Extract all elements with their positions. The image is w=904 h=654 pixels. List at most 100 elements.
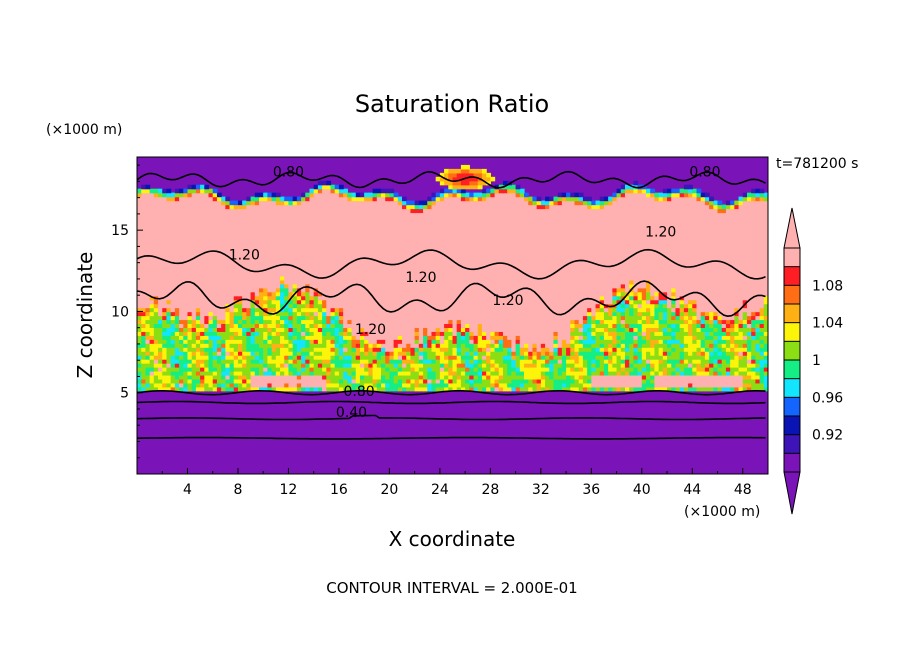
field-cell [158,335,163,340]
field-cell [187,382,193,388]
field-cell [486,331,491,336]
field-cell [473,331,479,336]
field-cell [334,319,340,325]
field-cell [646,291,651,297]
field-cell [675,315,681,321]
field-cell [380,367,386,372]
field-cell [759,299,765,305]
field-cell [662,359,668,364]
field-cell [162,335,168,340]
field-cell [599,335,605,340]
field-cell [725,386,731,392]
field-cell [402,319,407,325]
field-cell [309,279,315,285]
field-cell [481,363,487,368]
field-cell [700,374,706,380]
field-cell [490,287,496,293]
field-cell [229,299,235,305]
field-cell [284,287,290,293]
field-cell [709,275,714,281]
field-cell [688,295,693,301]
field-cell [490,260,496,265]
field-cell [191,374,197,380]
field-cell [561,271,567,277]
field-cell [229,351,235,356]
field-cell [654,291,660,297]
field-cell [763,331,768,336]
field-cell [137,303,142,309]
field-cell [250,378,256,384]
field-cell [641,363,647,368]
field-cell [216,260,222,265]
field-cell [620,303,626,309]
field-cell [389,267,395,273]
field-cell [452,327,458,332]
field-cell [524,283,529,289]
field-cell [469,303,475,309]
field-cell [683,299,689,305]
field-cell [755,335,761,340]
field-cell [545,319,550,325]
field-cell [322,260,327,265]
field-cell [153,374,159,380]
field-cell [713,295,719,301]
field-cell [406,287,412,293]
field-cell [549,303,555,309]
field-cell [216,295,222,301]
field-cell [397,291,403,297]
field-cell [511,319,517,325]
field-cell [330,267,336,273]
field-cell [200,331,205,336]
field-cell [208,367,214,372]
field-cell [187,327,193,332]
field-cell [347,355,353,360]
field-cell [725,315,731,321]
field-cell [603,347,609,352]
field-cell [557,378,563,384]
field-cell [355,335,361,340]
field-cell [258,351,264,356]
field-cell [221,311,226,317]
field-cell [212,359,218,364]
field-cell [393,291,399,297]
field-cell [519,327,525,332]
field-cell [355,315,361,321]
field-cell [267,283,273,289]
field-cell [250,335,256,340]
field-cell [359,307,365,313]
field-cell [137,331,142,336]
field-cell [452,382,458,388]
field-cell [557,263,563,269]
field-cell [595,378,601,384]
field-cell [469,315,475,321]
field-cell [473,355,479,360]
field-cell [515,263,521,269]
field-cell [351,367,357,372]
field-cell [258,299,264,305]
field-cell [507,267,512,273]
field-cell [721,327,727,332]
field-cell [183,370,189,376]
field-cell [423,307,428,313]
field-cell [326,283,332,289]
field-cell [751,315,756,321]
field-cell [624,351,630,356]
field-cell [494,279,500,285]
field-cell [225,374,231,380]
field-cell [380,275,386,281]
field-cell [662,378,668,384]
field-cell [317,347,323,352]
field-cell [591,303,597,309]
field-cell [755,279,761,285]
field-cell [650,343,656,348]
field-cell [608,386,613,392]
field-cell [759,378,765,384]
field-cell [456,343,462,348]
field-cell [322,382,327,388]
field-cell [322,299,327,305]
field-cell [385,351,390,356]
field-cell [204,343,210,348]
field-cell [465,275,470,281]
field-cell [759,291,765,297]
field-cell [524,343,529,348]
